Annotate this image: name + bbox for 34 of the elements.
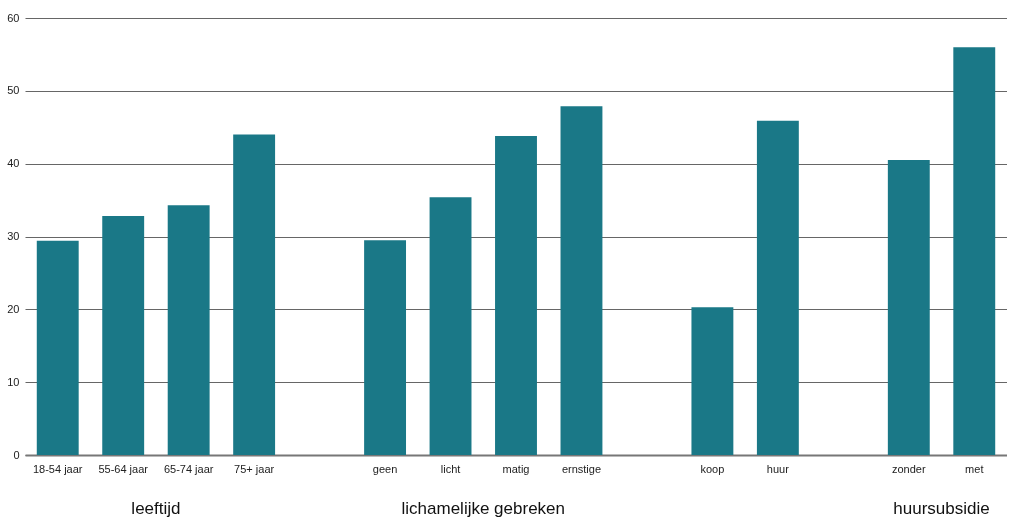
bar — [495, 135, 537, 455]
bar — [233, 134, 276, 455]
x-tick-label: koop — [700, 462, 725, 475]
y-tick-label: 30 — [7, 230, 20, 242]
text: huursubsidie — [893, 499, 990, 518]
text: lichamelijke gebreken — [401, 499, 566, 518]
y-tick-label: 20 — [7, 302, 20, 315]
x-tick-label: 65-74 jaar — [163, 462, 214, 475]
y-tick-label: 40 — [7, 157, 20, 170]
y-tick-label: 50 — [7, 84, 20, 97]
x-tick-label: ernstige — [561, 462, 602, 475]
x-tick-label: 75+ jaar — [234, 462, 275, 475]
x-tick-label: matig — [502, 462, 530, 475]
bar — [691, 307, 734, 455]
x-tick-label: 55-64 jaar — [98, 462, 149, 475]
y-tick-label: 0 — [13, 448, 20, 461]
y-tick-label: 10 — [7, 375, 20, 388]
y-tick-label: 60 — [7, 11, 20, 24]
bar — [364, 240, 407, 455]
text: leeftijd — [131, 499, 181, 518]
x-tick-label: met — [965, 462, 984, 475]
bar — [167, 205, 210, 455]
x-tick-label: licht — [440, 462, 461, 475]
bar — [756, 120, 799, 455]
x-tick-label: zonder — [891, 462, 926, 475]
x-tick-label: 18-54 jaar — [32, 462, 83, 475]
x-tick-label: huur — [766, 462, 790, 475]
bar — [887, 160, 930, 455]
x-tick-label: geen — [372, 462, 398, 475]
bar — [560, 106, 603, 455]
bar — [429, 197, 472, 455]
bar — [102, 216, 145, 455]
bar — [36, 240, 79, 455]
bar — [953, 47, 996, 455]
